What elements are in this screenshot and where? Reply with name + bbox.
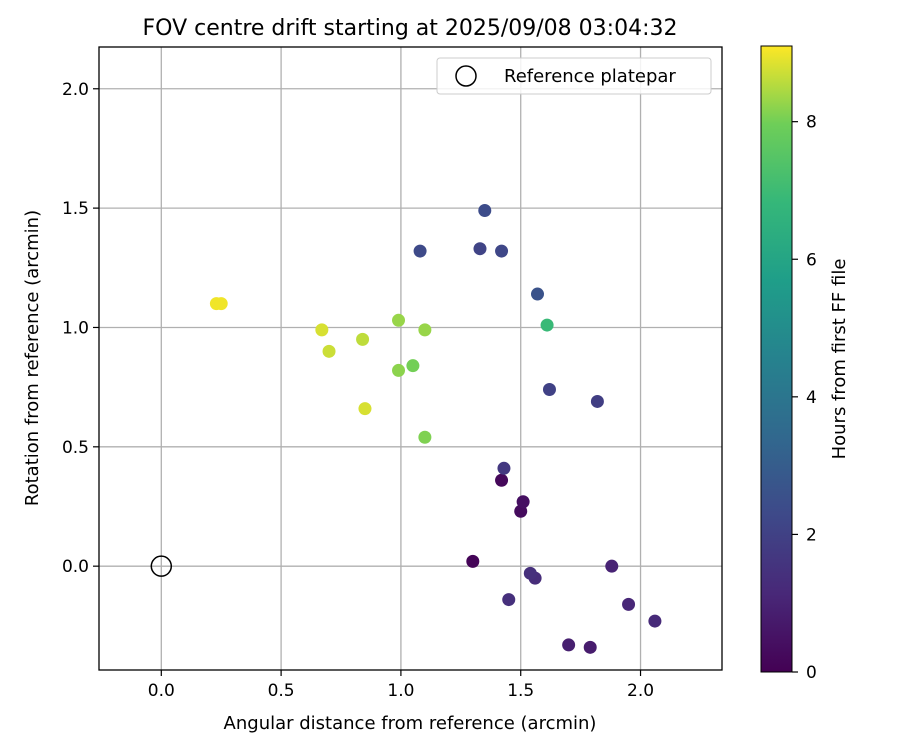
data-point (590, 394, 604, 408)
legend-marker (455, 65, 477, 87)
y-tick-label: 1.0 (62, 318, 89, 338)
data-point (473, 242, 487, 256)
data-point (418, 323, 432, 337)
grid-lines (99, 47, 722, 670)
data-point (392, 313, 406, 327)
data-point (413, 244, 427, 258)
colorbar-tick-label: 0 (806, 663, 817, 683)
data-point (530, 287, 544, 301)
legend: Reference platepar (436, 57, 712, 95)
colorbar-label: Hours from first FF file (829, 259, 850, 460)
data-point (583, 640, 597, 654)
colorbar-tick-label: 8 (806, 113, 817, 133)
plot-frame (98, 46, 723, 671)
data-point (497, 461, 511, 475)
data-point (648, 614, 662, 628)
data-point (315, 323, 329, 337)
data-point (418, 430, 432, 444)
x-axis-label: Angular distance from reference (arcmin) (224, 713, 597, 734)
data-point (502, 593, 516, 607)
data-point (214, 297, 228, 311)
y-tick-label: 2.0 (62, 80, 89, 100)
x-tick-label: 0.0 (148, 681, 175, 701)
data-point (622, 597, 636, 611)
data-point (478, 204, 492, 218)
data-point (542, 383, 556, 397)
data-points (150, 204, 662, 654)
colorbar-tick-label: 4 (806, 388, 817, 408)
colorbar-tick-label: 6 (806, 250, 817, 270)
colorbar-ticks: 0 2 4 6 8 (792, 113, 817, 683)
data-point (495, 473, 509, 487)
x-axis-ticks: 0.0 0.5 1.0 1.5 2.0 (148, 670, 654, 701)
x-tick-label: 1.5 (507, 681, 534, 701)
data-point (406, 359, 420, 373)
data-point (605, 559, 619, 573)
y-tick-label: 1.5 (62, 199, 89, 219)
data-point (540, 318, 554, 332)
data-point (562, 638, 576, 652)
legend-entry: Reference platepar (504, 66, 676, 87)
data-point (516, 495, 530, 509)
data-point (466, 554, 480, 568)
colorbar: 0 2 4 6 8 Hours from first FF file (760, 45, 850, 683)
data-point (495, 244, 509, 258)
colorbar-tick-label: 2 (806, 525, 817, 545)
x-tick-label: 1.0 (387, 681, 414, 701)
data-point (356, 332, 370, 346)
y-tick-label: 0.0 (62, 557, 89, 577)
data-point (358, 402, 372, 416)
chart-title: FOV centre drift starting at 2025/09/08 … (143, 16, 678, 41)
legend-box (436, 57, 712, 95)
data-point (523, 566, 537, 580)
data-point (392, 363, 406, 377)
y-axis-ticks: 0.0 0.5 1.0 1.5 2.0 (62, 80, 99, 577)
colorbar-gradient (760, 45, 793, 673)
x-tick-label: 0.5 (268, 681, 295, 701)
data-point (322, 344, 336, 358)
reference-platepar-marker (150, 555, 173, 577)
y-axis-label: Rotation from reference (arcmin) (22, 210, 43, 506)
x-tick-label: 2.0 (627, 681, 654, 701)
y-tick-label: 0.5 (62, 438, 89, 458)
